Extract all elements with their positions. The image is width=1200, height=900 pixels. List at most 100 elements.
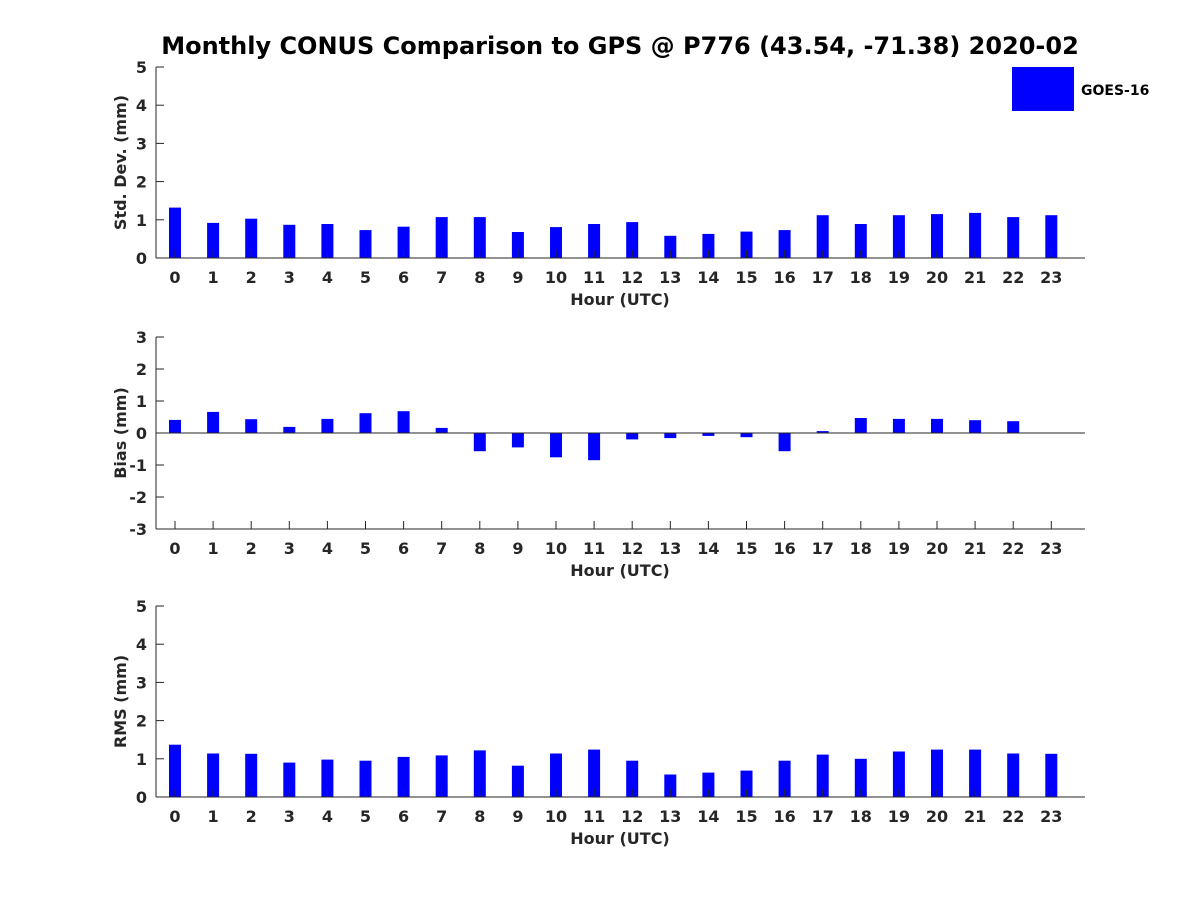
rms-ytick-label: 3 xyxy=(136,673,147,692)
std-dev-xtick-label: 17 xyxy=(812,268,834,287)
std-dev-bar-8 xyxy=(473,217,486,258)
std-dev-bar-15 xyxy=(740,231,753,258)
rms-bar-10 xyxy=(550,753,562,797)
bias-xtick-label: 3 xyxy=(284,539,295,558)
bias-bar-11 xyxy=(588,433,601,461)
std-dev-ytick-label: 2 xyxy=(136,173,147,192)
rms-bar-23 xyxy=(1045,753,1058,797)
rms-xtick-label: 9 xyxy=(512,807,523,826)
std-dev-x-axis-label: Hour (UTC) xyxy=(570,290,670,309)
bias-bar-17 xyxy=(816,431,829,433)
std-dev-xtick-label: 20 xyxy=(926,268,948,287)
std-dev-bar-3 xyxy=(283,224,296,258)
std-dev-bar-12 xyxy=(626,222,639,258)
std-dev-xtick-label: 9 xyxy=(512,268,523,287)
std-dev-xtick-label: 5 xyxy=(360,268,371,287)
bias-xtick-label: 20 xyxy=(926,539,948,558)
bias-xtick-label: 14 xyxy=(697,539,719,558)
bias-bar-6 xyxy=(397,411,410,433)
std-dev-xtick-label: 3 xyxy=(284,268,295,287)
bias-xtick-label: 6 xyxy=(398,539,409,558)
rms-bar-12 xyxy=(626,760,639,797)
rms-xtick-label: 16 xyxy=(773,807,795,826)
rms-bar-7 xyxy=(435,755,448,797)
rms-bar-22 xyxy=(1007,753,1020,797)
std-dev-bar-2 xyxy=(245,218,258,258)
std-dev-bar-22 xyxy=(1007,217,1020,258)
std-dev-bar-19 xyxy=(892,215,905,258)
std-dev-xtick-label: 0 xyxy=(169,268,180,287)
std-dev-xtick-label: 2 xyxy=(246,268,257,287)
bias-bar-10 xyxy=(550,433,562,458)
bias-bar-4 xyxy=(321,418,334,433)
bias-xtick-label: 22 xyxy=(1002,539,1024,558)
std-dev-xtick-label: 15 xyxy=(735,268,757,287)
rms-xtick-label: 14 xyxy=(697,807,719,826)
rms-ytick-label: 5 xyxy=(136,597,147,616)
rms-bar-19 xyxy=(892,751,905,797)
rms-bar-3 xyxy=(283,762,296,797)
bias-xtick-label: 7 xyxy=(436,539,447,558)
bias-bar-21 xyxy=(969,420,982,433)
rms-bar-0 xyxy=(169,744,181,797)
bias-bar-2 xyxy=(245,419,258,433)
rms-xtick-label: 2 xyxy=(246,807,257,826)
std-dev-ytick-label: 1 xyxy=(136,211,147,230)
std-dev-xtick-label: 21 xyxy=(964,268,986,287)
rms-bar-8 xyxy=(473,750,486,797)
bias-bar-19 xyxy=(892,418,905,433)
rms-xtick-label: 11 xyxy=(583,807,605,826)
bias-bar-13 xyxy=(664,433,677,439)
bias-ytick-label: -1 xyxy=(129,456,147,475)
rms-xtick-label: 23 xyxy=(1040,807,1062,826)
std-dev-xtick-label: 12 xyxy=(621,268,643,287)
bias-xtick-label: 16 xyxy=(773,539,795,558)
bias-xtick-label: 12 xyxy=(621,539,643,558)
std-dev-bar-20 xyxy=(931,214,943,258)
bias-ytick-label: 2 xyxy=(136,360,147,379)
bias-xtick-label: 19 xyxy=(888,539,910,558)
std-dev-bar-21 xyxy=(969,212,982,258)
bias-xtick-label: 8 xyxy=(474,539,485,558)
std-dev-xtick-label: 18 xyxy=(850,268,872,287)
std-dev-ytick-label: 5 xyxy=(136,58,147,77)
rms-ytick-label: 1 xyxy=(136,750,147,769)
rms-xtick-label: 22 xyxy=(1002,807,1024,826)
bias-xtick-label: 2 xyxy=(246,539,257,558)
bias-bar-3 xyxy=(283,426,296,433)
std-dev-xtick-label: 11 xyxy=(583,268,605,287)
chart-title: Monthly CONUS Comparison to GPS @ P776 (… xyxy=(161,32,1079,60)
bias-bar-15 xyxy=(740,433,753,438)
rms-ytick-label: 2 xyxy=(136,712,147,731)
rms-bar-2 xyxy=(245,753,258,797)
rms-xtick-label: 7 xyxy=(436,807,447,826)
legend-label: GOES-16 xyxy=(1081,83,1149,99)
bias-bar-8 xyxy=(473,433,486,452)
std-dev-bar-7 xyxy=(435,217,448,258)
bias-ytick-label: 1 xyxy=(136,392,147,411)
legend-swatch xyxy=(1012,67,1074,111)
bias-xtick-label: 4 xyxy=(322,539,333,558)
bias-xtick-label: 18 xyxy=(850,539,872,558)
bias-xtick-label: 15 xyxy=(735,539,757,558)
std-dev-bar-16 xyxy=(778,230,791,258)
bias-bar-12 xyxy=(626,433,639,440)
bias-ytick-label: 3 xyxy=(136,328,147,347)
bias-xtick-label: 10 xyxy=(545,539,567,558)
std-dev-xtick-label: 7 xyxy=(436,268,447,287)
std-dev-bar-14 xyxy=(702,233,715,258)
bias-bar-5 xyxy=(359,413,372,433)
rms-xtick-label: 10 xyxy=(545,807,567,826)
std-dev-bar-5 xyxy=(359,230,372,258)
bias-ytick-label: -2 xyxy=(129,488,147,507)
rms-xtick-label: 3 xyxy=(284,807,295,826)
std-dev-xtick-label: 13 xyxy=(659,268,681,287)
rms-bar-18 xyxy=(854,758,867,797)
bias-xtick-label: 11 xyxy=(583,539,605,558)
bias-bar-7 xyxy=(435,427,448,433)
std-dev-bar-6 xyxy=(397,226,410,258)
rms-xtick-label: 8 xyxy=(474,807,485,826)
rms-bar-14 xyxy=(702,772,715,797)
